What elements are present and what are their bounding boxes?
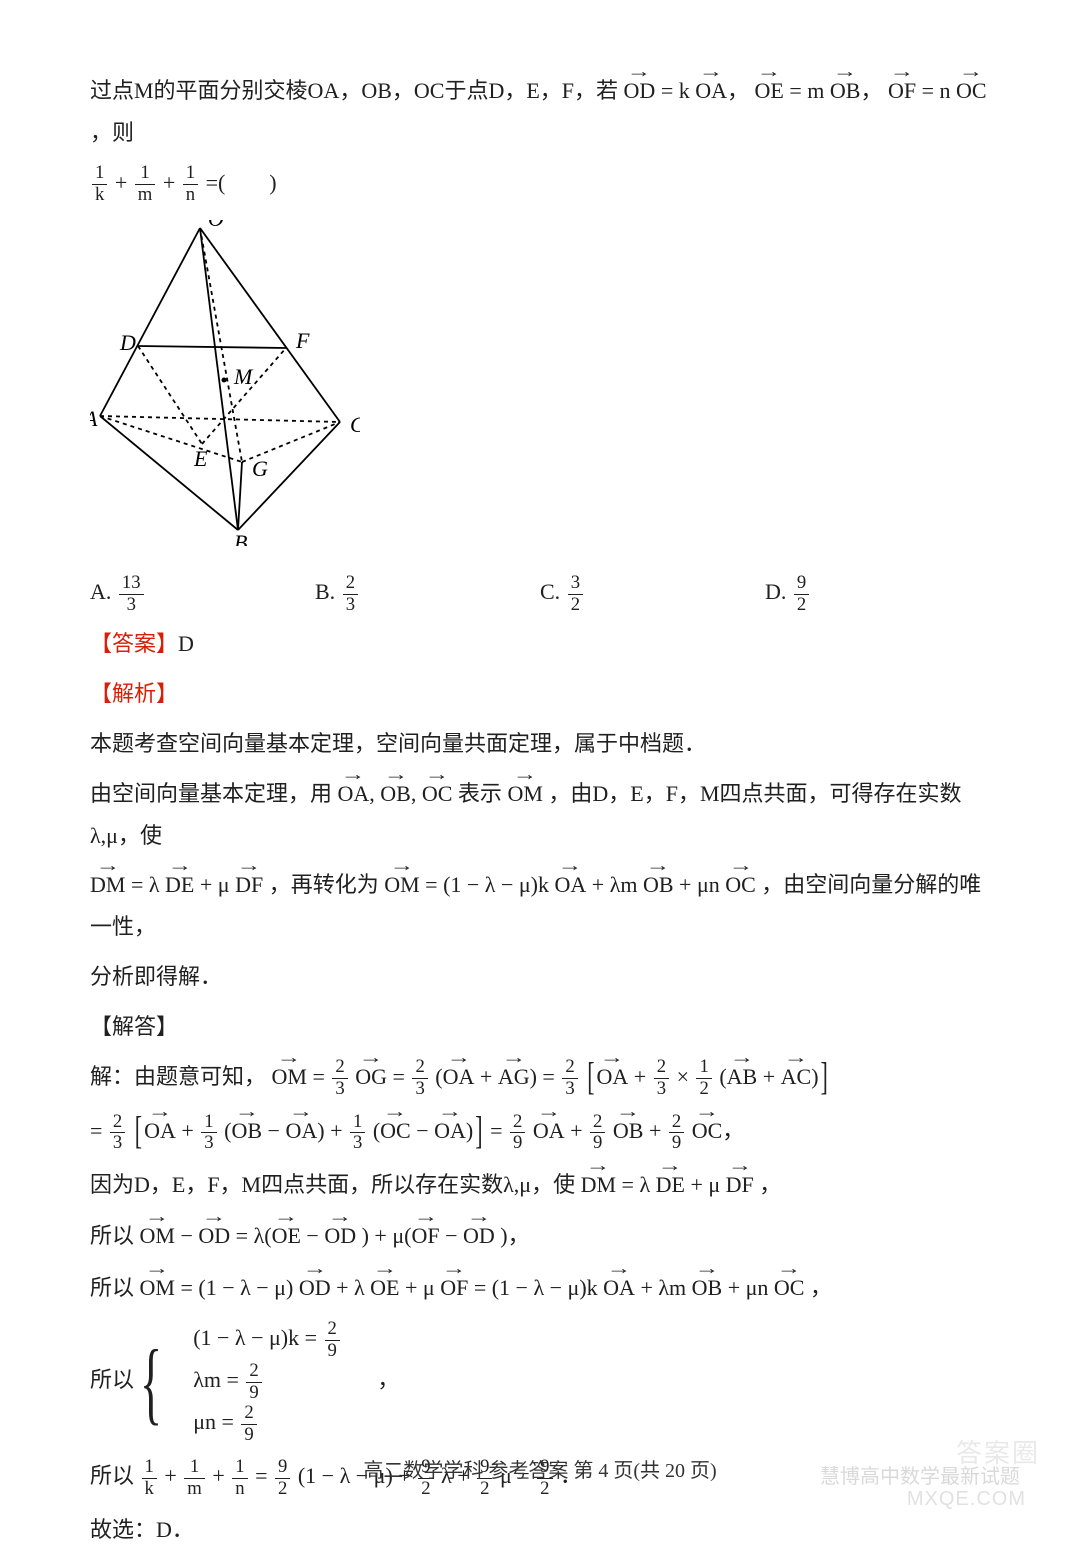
svg-text:C: C [350, 412, 360, 437]
solve-s5: 所以 OM = (1 − λ − μ) OD + λ OE + μ OF = (… [90, 1267, 990, 1309]
eq-sign: = [661, 78, 679, 103]
frac-1k: 1k [92, 163, 107, 205]
frac-1n: 1n [183, 163, 198, 205]
options-row: A. 133 B. 23 C. 32 D. 92 [90, 571, 990, 615]
solve-cases: 所以 { (1 − λ − μ)k = 29 λm = 29 μn = 29 ， [90, 1319, 990, 1445]
eq-tail: =( ) [206, 170, 277, 195]
solve-s1: 解：由题意可知， OM = 23 OG = 23 (OA + AG) = 23 … [90, 1056, 990, 1100]
solve-s2: = 23 [OA + 13 (OB − OA) + 13 (OC − OA)] … [90, 1110, 990, 1154]
svg-text:D: D [119, 330, 136, 355]
watermark-2: MXQE.COM [907, 1480, 1026, 1518]
svg-text:F: F [295, 328, 310, 353]
diagram-svg: O A B C D E F G M [90, 220, 360, 546]
vec-OF: OF [888, 70, 916, 112]
vec-OD: OD [624, 70, 656, 112]
vec-OE: OE [755, 70, 784, 112]
brace-icon: { [140, 1341, 162, 1424]
coef-k: k [679, 78, 690, 103]
option-B: B. 23 [315, 571, 540, 615]
question-sum: 1k + 1m + 1n =( ) [90, 162, 990, 206]
svg-text:A: A [90, 406, 98, 431]
vec-OA: OA [695, 70, 727, 112]
svg-text:B: B [234, 530, 247, 546]
option-C: C. 32 [540, 571, 765, 615]
solve-s3: 因为D，E，F，M四点共面，所以存在实数λ,μ，使 DM = λ DE + μ … [90, 1164, 990, 1206]
vec-OC: OC [956, 70, 987, 112]
answer-line: 【答案】D [90, 623, 990, 665]
svg-text:G: G [252, 456, 268, 481]
option-D: D. 92 [765, 571, 990, 615]
answer-value: D [178, 631, 194, 656]
stem-then: ，则 [90, 120, 134, 145]
answer-label: 【答案】 [90, 631, 178, 656]
svg-text:O: O [208, 220, 224, 231]
geometry-diagram: O A B C D E F G M [90, 220, 990, 560]
coef-m: m [807, 78, 824, 103]
frac-1m: 1m [135, 163, 156, 205]
solve-label: 【解答】 [90, 1006, 990, 1048]
vec-OB: OB [830, 70, 861, 112]
analysis-label: 【解析】 [90, 673, 990, 715]
analysis-line1: 本题考查空间向量基本定理，空间向量共面定理，属于中档题． [90, 723, 990, 765]
option-A: A. 133 [90, 571, 315, 615]
coef-n: n [940, 78, 951, 103]
solve-s4: 所以 OM − OD = λ(OE − OD ) + μ(OF − OD )， [90, 1215, 990, 1257]
stem-text-1: 过点M的平面分别交棱OA，OB，OC于点D，E，F，若 [90, 78, 618, 103]
analysis-line4: 分析即得解． [90, 956, 990, 998]
question-stem: 过点M的平面分别交棱OA，OB，OC于点D，E，F，若 OD = k OA， O… [90, 70, 990, 154]
analysis-line2: 由空间向量基本定理，用 OA, OB, OC 表示 OM ，由D，E，F，M四点… [90, 773, 990, 857]
solve-pick: 故选：D． [90, 1509, 990, 1551]
analysis-line3: DM = λ DE + μ DF ，再转化为 OM = (1 − λ − μ)k… [90, 864, 990, 948]
svg-text:E: E [193, 446, 208, 471]
svg-text:M: M [233, 364, 254, 389]
